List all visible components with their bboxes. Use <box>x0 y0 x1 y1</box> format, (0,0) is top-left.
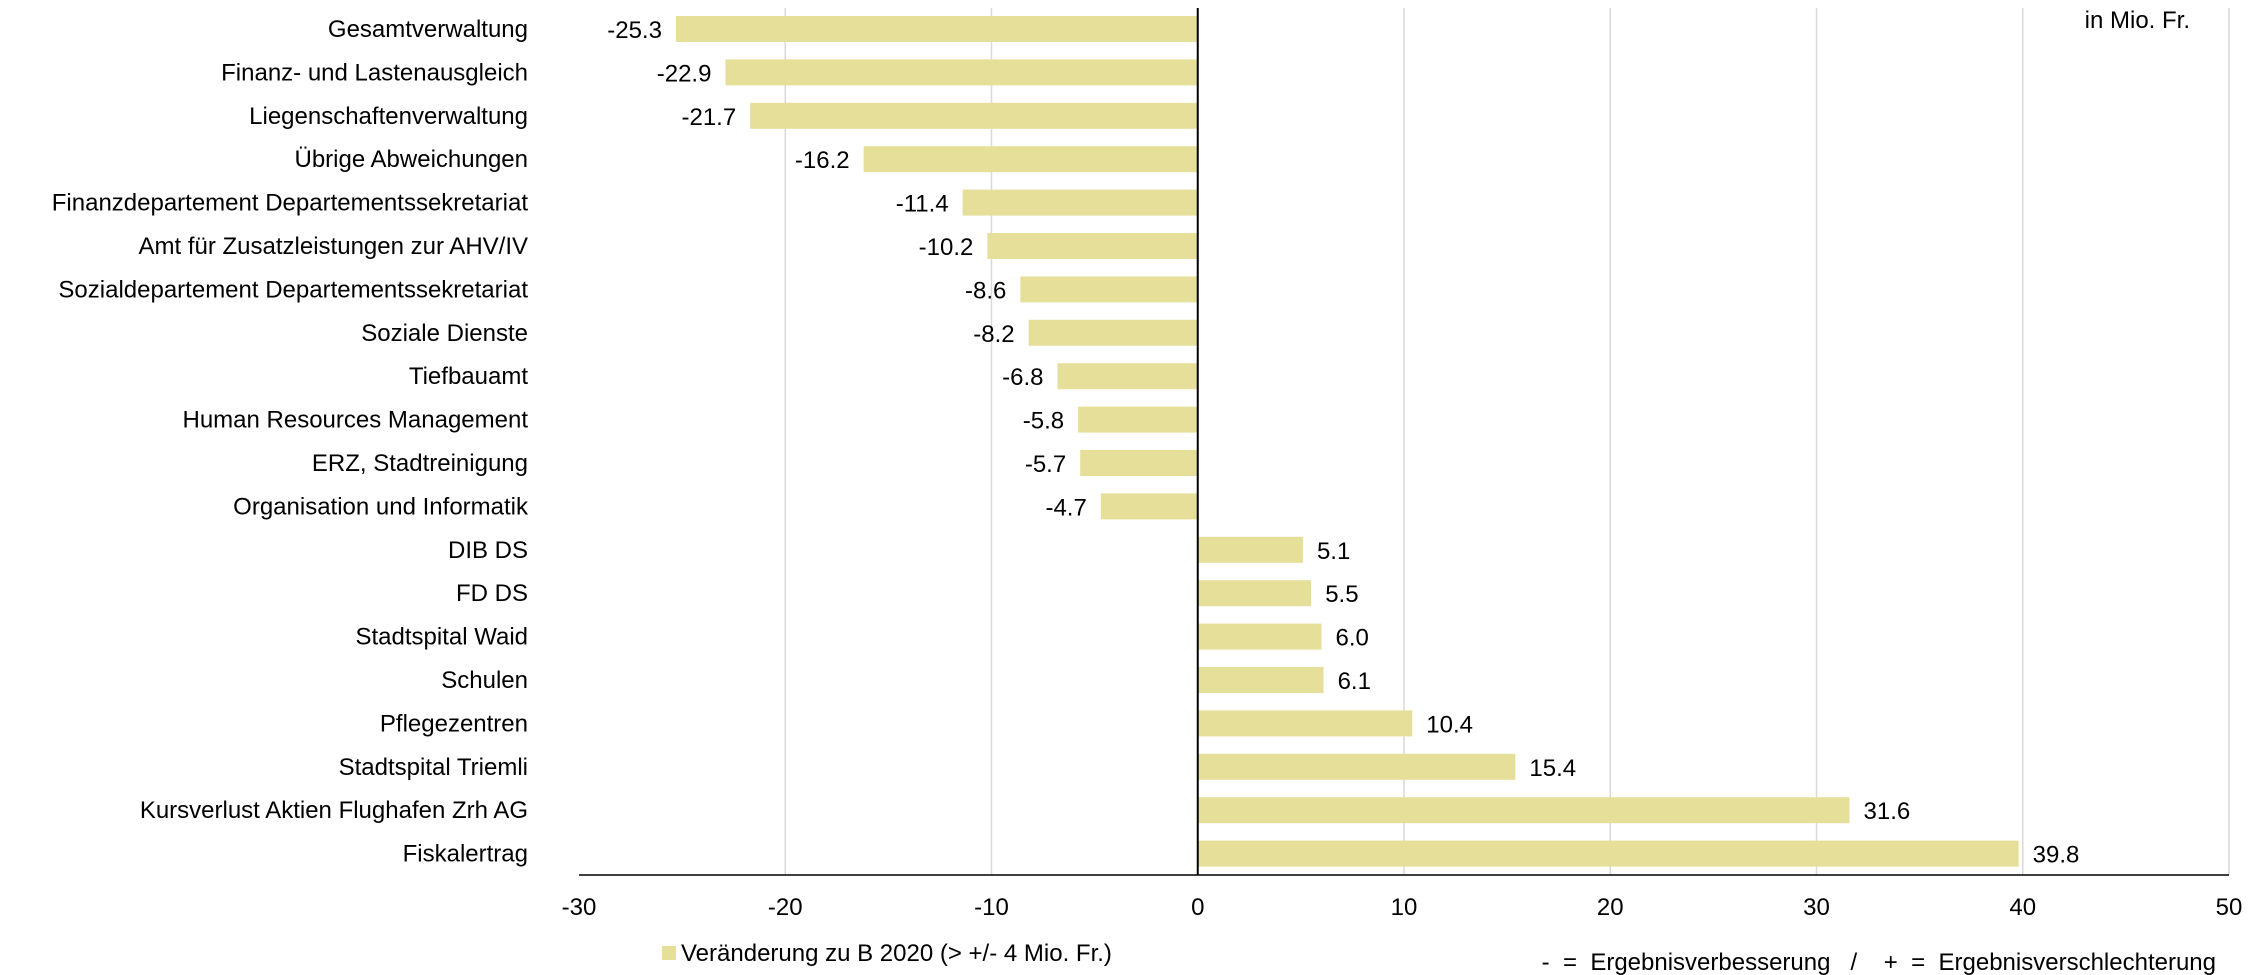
bar <box>1197 797 1850 824</box>
value-label: -6.8 <box>1002 364 1043 391</box>
value-label: -8.2 <box>973 321 1014 348</box>
value-label: -22.9 <box>657 60 712 87</box>
category-label: Human Resources Management <box>182 407 528 434</box>
category-label: Liegenschaftenverwaltung <box>249 103 528 130</box>
x-tick-label: 50 <box>2216 894 2243 921</box>
category-label: Finanzdepartement Departementssekretaria… <box>52 190 529 217</box>
value-label: -5.8 <box>1023 408 1064 435</box>
category-label: FD DS <box>456 580 528 607</box>
value-label: 10.4 <box>1426 711 1473 738</box>
value-label: -5.7 <box>1025 451 1066 478</box>
bar <box>750 102 1198 129</box>
value-label: -21.7 <box>681 104 736 131</box>
value-label: 5.1 <box>1317 538 1350 565</box>
unit-note: in Mio. Fr. <box>2085 7 2190 34</box>
value-label: -10.2 <box>919 234 974 261</box>
value-label: -16.2 <box>795 147 850 174</box>
bar <box>1197 580 1312 607</box>
x-tick-label: 20 <box>1597 894 1624 921</box>
category-label: DIB DS <box>448 537 528 564</box>
x-tick-label: 30 <box>1803 894 1830 921</box>
category-label: Stadtspital Waid <box>355 624 528 651</box>
bar <box>1020 276 1198 303</box>
value-label: 39.8 <box>2033 842 2080 869</box>
value-label: -11.4 <box>896 191 949 218</box>
legend: Veränderung zu B 2020 (> +/- 4 Mio. Fr.) <box>662 940 1112 967</box>
bar <box>1197 840 2019 867</box>
bar <box>725 59 1198 86</box>
value-label: -8.6 <box>965 277 1006 304</box>
category-label: Kursverlust Aktien Flughafen Zrh AG <box>140 797 528 824</box>
category-label: Organisation und Informatik <box>233 493 529 520</box>
value-label: 15.4 <box>1529 755 1576 782</box>
x-tick-label: -10 <box>974 894 1009 921</box>
category-label: ERZ, Stadtreinigung <box>312 450 528 477</box>
axes <box>579 8 2229 876</box>
x-tick-labels: -30 -20 -10 0 10 20 30 40 50 <box>562 894 2243 921</box>
x-tick-label: 0 <box>1191 894 1204 921</box>
bar <box>1080 450 1198 476</box>
category-label: Fiskalertrag <box>403 841 528 868</box>
bar <box>1078 406 1198 433</box>
x-tick-label: -20 <box>768 894 803 921</box>
bar <box>1028 319 1198 346</box>
value-label: 6.1 <box>1338 668 1371 695</box>
bar <box>1197 667 1324 693</box>
bar <box>1100 493 1198 520</box>
category-label: Amt für Zusatzleistungen zur AHV/IV <box>139 233 529 260</box>
footnote: - = Ergebnisverbesserung / + = Ergebnisv… <box>1542 949 2216 975</box>
grid-lines <box>784 8 2230 875</box>
value-label: 6.0 <box>1336 625 1369 652</box>
value-label: 31.6 <box>1864 798 1911 825</box>
legend-swatch <box>662 946 676 960</box>
category-label: Stadtspital Triemli <box>339 754 528 781</box>
bar <box>1197 536 1303 563</box>
value-labels: -25.3 -22.9 -21.7 -16.2 -11.4 -10.2 -8.6 -8.2 -6… <box>607 17 2079 869</box>
bar <box>962 189 1198 216</box>
x-tick-label: 40 <box>2009 894 2036 921</box>
legend-label: Veränderung zu B 2020 (> +/- 4 Mio. Fr.) <box>681 940 1112 967</box>
bar <box>675 16 1198 42</box>
category-labels: Gesamtverwaltung Finanz- und Lastenausgle… <box>52 16 529 868</box>
category-label: Schulen <box>441 667 528 694</box>
bar <box>1197 753 1516 780</box>
category-label: Gesamtverwaltung <box>328 16 528 43</box>
bar <box>1197 623 1322 650</box>
category-label: Sozialdepartement Departementssekretaria… <box>58 276 528 303</box>
category-label: Tiefbauamt <box>409 363 529 390</box>
bar <box>1057 363 1198 390</box>
value-label: 5.5 <box>1325 581 1358 608</box>
category-label: Finanz- und Lastenausgleich <box>221 59 528 86</box>
x-tick-label: 10 <box>1391 894 1418 921</box>
bar <box>863 146 1198 173</box>
value-label: -4.7 <box>1045 494 1086 521</box>
category-label: Übrige Abweichungen <box>295 146 529 173</box>
value-label: -25.3 <box>607 17 662 44</box>
bar <box>987 233 1198 259</box>
bars <box>675 16 2019 867</box>
category-label: Pflegezentren <box>380 710 528 737</box>
x-tick-label: -30 <box>562 894 597 921</box>
category-label: Soziale Dienste <box>361 320 528 347</box>
bar <box>1197 710 1413 737</box>
